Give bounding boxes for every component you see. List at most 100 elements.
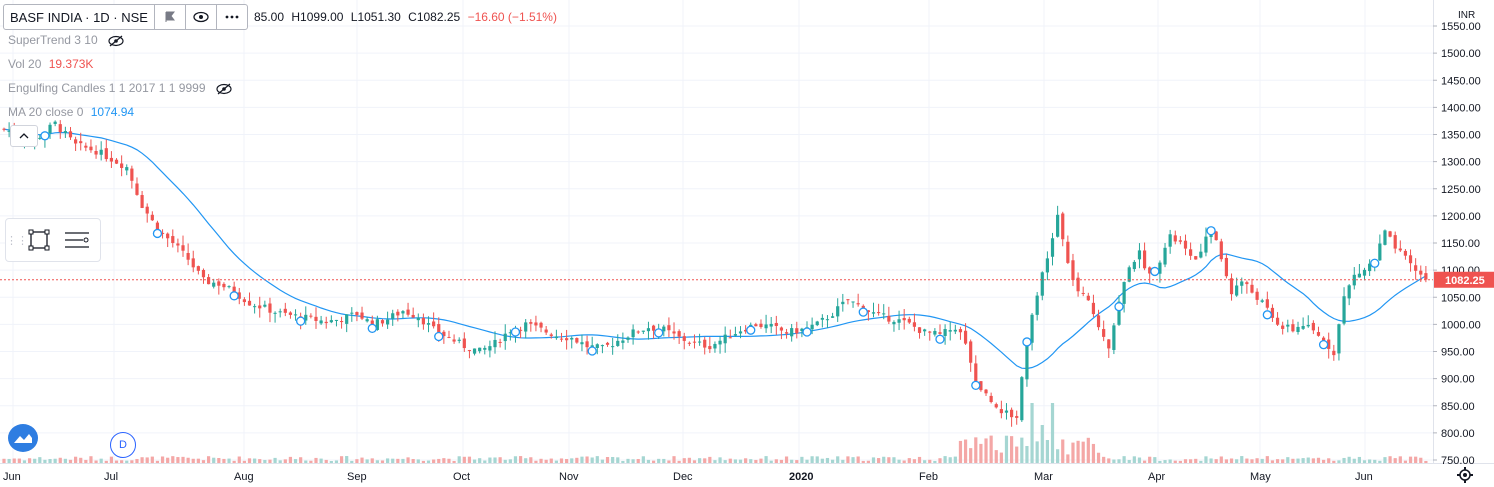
volume-bar xyxy=(795,460,799,463)
candle-body xyxy=(391,313,395,319)
volume-bar xyxy=(646,459,651,463)
volume-bar xyxy=(1383,457,1387,463)
x-tick-label: Apr xyxy=(1148,471,1165,483)
eye-icon[interactable] xyxy=(184,5,216,29)
candle-body xyxy=(1291,324,1295,332)
y-tick-label: 1050.00 xyxy=(1441,292,1481,304)
eye-crossed-icon[interactable] xyxy=(215,83,233,95)
volume-bar xyxy=(856,456,860,463)
candle-body xyxy=(1408,255,1413,264)
candle-body xyxy=(1173,235,1177,242)
volume-bar xyxy=(544,459,548,463)
volume-bar xyxy=(626,458,630,463)
candle-body xyxy=(201,269,206,278)
volume-bar xyxy=(933,460,937,463)
candle-body xyxy=(426,323,431,325)
floating-drawing-toolbar[interactable]: ⋮⋮ xyxy=(5,218,101,262)
symbol-toolbar[interactable]: BASF INDIA · 1D · NSE xyxy=(3,4,248,30)
candle-body xyxy=(1357,273,1361,278)
indicator-legend-volume[interactable]: Vol 20 19.373K xyxy=(8,57,93,71)
candle-body xyxy=(902,317,906,321)
template-list-icon[interactable] xyxy=(58,222,96,258)
price-tag-bg xyxy=(1434,271,1494,288)
volume-bar xyxy=(759,458,763,463)
candle-body xyxy=(212,282,216,287)
eye-crossed-icon[interactable] xyxy=(107,35,125,47)
candle-body xyxy=(268,303,272,313)
engulfing-marker xyxy=(654,328,664,338)
candle-body xyxy=(718,340,722,345)
candle-body xyxy=(130,168,134,181)
candle-body xyxy=(933,330,937,335)
candle-body xyxy=(339,321,344,323)
indicator-legend-supertrend[interactable]: SuperTrend 3 10 xyxy=(8,33,125,47)
settings-gear-icon[interactable] xyxy=(1457,467,1473,483)
volume-bar xyxy=(805,459,809,463)
drag-handle-icon[interactable]: ⋮⋮ xyxy=(6,234,28,247)
volume-bar xyxy=(621,460,625,463)
volume-bar xyxy=(769,460,773,463)
candle-body xyxy=(227,286,231,288)
candle-body xyxy=(1066,241,1070,263)
candle-body xyxy=(1352,274,1356,286)
candle-body xyxy=(472,348,477,354)
volume-bar xyxy=(703,458,707,463)
volume-bar xyxy=(145,457,149,463)
volume-bar xyxy=(1301,458,1305,463)
volume-bar xyxy=(1337,460,1341,463)
candle-body xyxy=(851,301,855,303)
y-tick-label: 900.00 xyxy=(1441,374,1475,386)
volume-bar xyxy=(605,457,610,463)
candle-body xyxy=(1301,326,1305,329)
volume-bar xyxy=(406,457,410,463)
volume-bar xyxy=(493,457,497,463)
volume-bar xyxy=(79,457,83,463)
volume-bar xyxy=(897,459,901,463)
candle-body xyxy=(237,292,241,299)
candle-body xyxy=(196,266,200,271)
candle-body xyxy=(984,389,988,394)
indicator-legend-engulfing[interactable]: Engulfing Candles 1 1 2017 1 1 9999 xyxy=(8,81,233,95)
volume-bar xyxy=(1158,460,1162,463)
volume-bar xyxy=(923,460,927,463)
y-tick-label: 1200.00 xyxy=(1441,211,1481,223)
candle-body xyxy=(641,330,645,332)
collapse-legend-button[interactable] xyxy=(10,125,38,147)
volume-bar xyxy=(43,459,47,463)
volume-bar xyxy=(58,457,62,463)
volume-bar xyxy=(1286,457,1290,463)
volume-bar xyxy=(1270,460,1275,463)
indicator-legend-ma[interactable]: MA 20 close 0 1074.94 xyxy=(8,105,134,119)
volume-bar xyxy=(99,458,103,463)
rectangle-tool-icon[interactable] xyxy=(20,222,58,258)
volume-bar xyxy=(391,458,395,463)
volume-bar xyxy=(887,457,891,463)
dividend-marker-button[interactable]: D xyxy=(110,432,136,458)
volume-bar xyxy=(994,450,998,463)
candle-body xyxy=(1270,307,1275,318)
candle-body xyxy=(580,342,584,345)
candle-body xyxy=(176,243,180,246)
volume-bar xyxy=(943,456,947,463)
volume-bar xyxy=(529,457,533,463)
volume-bar xyxy=(682,458,686,463)
candle-body xyxy=(892,321,896,325)
x-tick-label: Oct xyxy=(453,471,470,483)
candle-body xyxy=(155,222,160,233)
volume-bar xyxy=(370,458,374,463)
more-dots-icon[interactable] xyxy=(215,5,247,29)
indicator-value: 19.373K xyxy=(48,57,94,71)
volume-bar xyxy=(677,460,681,463)
volume-bar xyxy=(1030,403,1034,463)
volume-bar xyxy=(140,457,144,463)
symbol-name[interactable]: BASF INDIA · 1D · NSE xyxy=(10,9,148,25)
candle-body xyxy=(1368,263,1372,272)
tradingview-logo-icon[interactable] xyxy=(8,424,38,452)
volume-bar xyxy=(810,456,814,463)
candle-body xyxy=(1112,325,1116,350)
volume-bar xyxy=(426,460,431,463)
volume-bar xyxy=(1076,440,1080,463)
volume-bar xyxy=(350,460,354,463)
flag-icon[interactable] xyxy=(153,5,185,29)
